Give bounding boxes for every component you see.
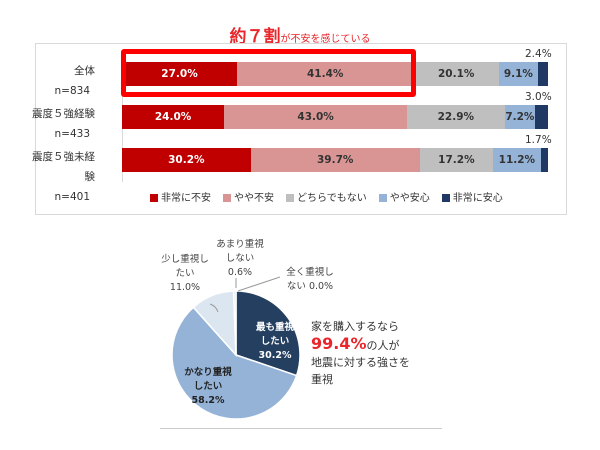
data-label: 1.7% [525, 134, 552, 146]
headline-emph: 約７割 [229, 27, 281, 47]
pie-label: かなり重視 [184, 366, 232, 378]
headline-rest: が不安を感じている [280, 34, 371, 45]
bar-segment: 20.1% [413, 62, 499, 86]
note-line1: 家を購入するなら [311, 320, 399, 333]
pie-label: したい [194, 381, 223, 392]
leader-line [237, 276, 281, 292]
note-line2: の人が [366, 339, 400, 352]
legend-item: 非常に安心 [441, 189, 503, 204]
bar-segment: 9.1% [499, 62, 538, 86]
bar-segment: 24.0% [122, 105, 225, 129]
pie-label: 0.6% [228, 267, 252, 278]
note-pct: 99.4% [311, 334, 367, 353]
leader-line [209, 303, 219, 313]
pie-label: 少し重視し [161, 253, 209, 265]
pie-slice [235, 290, 301, 377]
bar-segment: 43.0% [224, 105, 408, 129]
bar-chart-frame [35, 43, 567, 215]
bar-segment: 7.2% [504, 105, 536, 129]
legend-item: どちらでもない [286, 189, 367, 204]
pie-chart: 最も重視したい30.2%かなり重視したい58.2%少し重視したい11.0%あまり… [161, 238, 334, 420]
bar-segment [535, 105, 548, 129]
pie-label: したい [261, 336, 290, 347]
pie-slice [171, 306, 298, 420]
pie-slice [232, 290, 237, 356]
note-line4: 重視 [311, 373, 333, 386]
pie-label: 全く重視し [286, 266, 334, 278]
legend: 非常に不安 やや不安 どちらでもない やや安心 非常に安心 [150, 189, 503, 204]
pie-label: 30.2% [259, 350, 292, 361]
bar-segment: 30.2% [122, 148, 251, 172]
legend-item: やや安心 [378, 189, 430, 204]
highlight-box [121, 49, 416, 97]
category-label: 震度５強未経験 n=401 [32, 151, 95, 203]
pie-label: ない 0.0% [287, 281, 333, 292]
pie-label: 11.0% [170, 282, 200, 293]
pie-label: 最も重視 [256, 321, 295, 333]
pie-label: しない [226, 253, 255, 264]
data-label: 2.4% [525, 48, 552, 60]
legend-item: やや不安 [223, 189, 274, 204]
bar-row: 30.2% 39.7% 17.2% 11.2% [122, 148, 548, 172]
bar-segment: 11.2% [493, 148, 541, 172]
bar-row: 24.0% 43.0% 22.9% 7.2% [122, 105, 548, 129]
category-label: 全体 n=834 [54, 65, 96, 97]
bar-segment: 41.4% [237, 62, 414, 86]
bar-row: 27.0% 41.4% 20.1% 9.1% [122, 62, 548, 86]
category-label: 震度５強経験 n=433 [32, 108, 95, 140]
data-label: 3.0% [525, 91, 552, 103]
bar-segment [540, 148, 548, 172]
pie-note: 家を購入するなら 99.4%の人が 地震に対する強さを 重視 [311, 318, 410, 388]
bar-segment: 22.9% [407, 105, 505, 129]
legend-item: 非常に不安 [150, 189, 211, 204]
pie-label: 58.2% [192, 395, 225, 406]
bar-segment: 27.0% [122, 62, 238, 86]
bar-segment: 17.2% [419, 148, 494, 172]
bar-segment [537, 62, 548, 86]
pie-label: たい [175, 268, 194, 279]
note-line3: 地震に対する強さを [311, 356, 410, 369]
pie-label: あまり重視 [216, 238, 264, 250]
headline: 約７割が不安を感じている [0, 22, 600, 47]
divider [160, 428, 442, 429]
bar-segment: 39.7% [250, 148, 420, 172]
